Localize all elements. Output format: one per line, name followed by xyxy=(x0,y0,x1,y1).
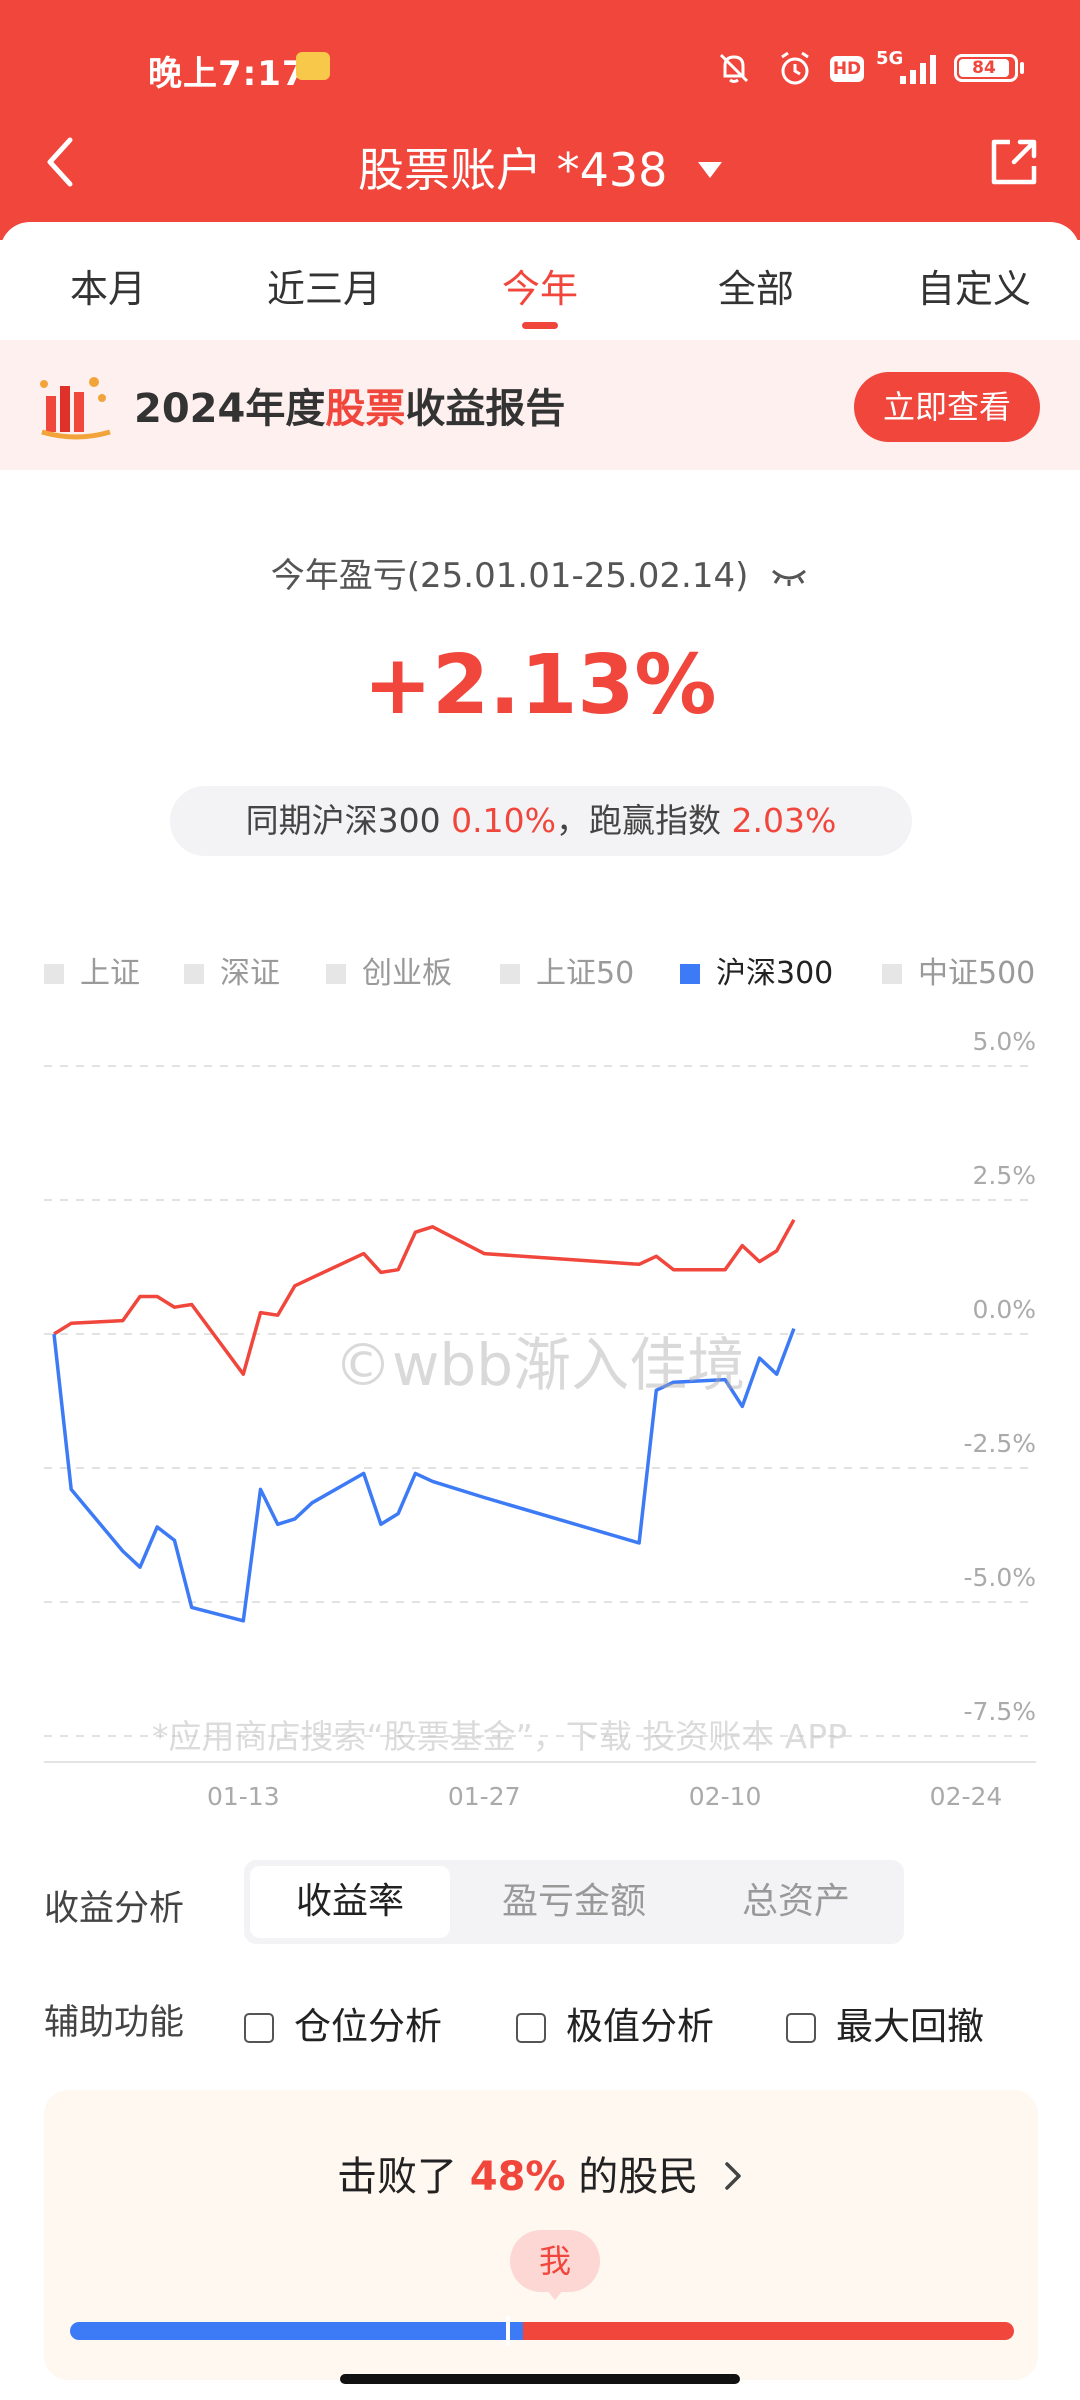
y-tick-label: -5.0% xyxy=(963,1563,1036,1592)
battery-icon: 84 xyxy=(954,54,1018,82)
index-return-value: 0.10% xyxy=(451,801,556,840)
alarm-icon xyxy=(781,51,809,85)
hd-icon: HD xyxy=(830,56,864,82)
position-analysis-checkbox[interactable]: 仓位分析 xyxy=(244,1996,442,2050)
excess-return-value: 2.03% xyxy=(731,801,837,840)
hide-eye-icon[interactable] xyxy=(769,563,809,589)
banner-title: 2024年度股票收益报告 xyxy=(134,376,565,434)
y-tick-label: 0.0% xyxy=(972,1295,1036,1324)
period-pnl-label: 今年盈亏(25.01.01-25.02.14) xyxy=(0,548,1080,597)
account-selector[interactable]: 股票账户 *438 xyxy=(0,134,1080,200)
period-tabs: 本月 近三月 今年 全部 自定义 xyxy=(0,222,1080,340)
assist-label: 辅助功能 xyxy=(44,2003,185,2043)
period-return-value: +2.13% xyxy=(363,638,717,733)
seg-return-rate[interactable]: 收益率 xyxy=(250,1866,450,1938)
x-tick-label: 02-24 xyxy=(930,1782,1003,1811)
extreme-analysis-checkbox[interactable]: 极值分析 xyxy=(516,1996,714,2050)
period-pnl-text: 今年盈亏(25.01.01-25.02.14) xyxy=(270,556,749,596)
banner-title-highlight: 股票 xyxy=(325,386,406,432)
max-drawdown-checkbox[interactable]: 最大回撤 xyxy=(786,1996,984,2050)
checkbox-icon xyxy=(786,2013,816,2043)
back-button[interactable] xyxy=(34,132,90,192)
share-icon xyxy=(991,139,1037,185)
chart-footnote: *应用商店搜索“股票基金”，下载 投资账本 APP xyxy=(152,1717,848,1756)
x-tick-label: 01-27 xyxy=(448,1782,521,1811)
index-comparison: 同期沪深300 0.10%，跑赢指数 2.03% xyxy=(170,786,912,856)
network-type-label: 5G xyxy=(876,48,904,69)
tab-all[interactable]: 全部 xyxy=(717,267,794,311)
annual-report-banner[interactable]: 2024年度股票收益报告 立即查看 xyxy=(0,340,1080,470)
checkbox-icon xyxy=(244,2013,274,2043)
me-marker-tail xyxy=(547,2290,563,2300)
fireworks-icon xyxy=(40,377,111,440)
checkbox-icon xyxy=(516,2013,546,2043)
app-header: 晚上7:17 HD 5G 84 股票账户 *438 xyxy=(0,0,1080,240)
tab-this-year[interactable]: 今年 xyxy=(501,267,578,311)
status-time: 晚上7:17 xyxy=(148,54,307,94)
tab-custom[interactable]: 自定义 xyxy=(916,267,1031,311)
active-tab-indicator xyxy=(522,322,558,329)
chevron-right-icon xyxy=(725,2162,741,2190)
x-tick-label: 01-13 xyxy=(207,1782,280,1811)
y-tick-label: 2.5% xyxy=(972,1161,1036,1190)
battery-cap xyxy=(1020,62,1024,74)
index-option-hs300[interactable]: 沪深300 xyxy=(680,948,833,992)
caret-down-icon xyxy=(698,162,723,178)
banner-title-prefix: 2024年度 xyxy=(134,386,326,432)
mute-bell-icon xyxy=(719,53,749,83)
index-option-zz500[interactable]: 中证500 xyxy=(882,948,1035,992)
notification-app-icon xyxy=(296,52,330,80)
analysis-segmented-control: 收益率 盈亏金额 总资产 xyxy=(244,1860,904,1944)
seg-pnl-amount[interactable]: 盈亏金额 xyxy=(501,1881,646,1922)
beat-investors-text: 击败了 48% 的股民 xyxy=(44,2144,1038,2202)
series-line-account xyxy=(53,1218,796,1376)
index-option-cyb[interactable]: 创业板 xyxy=(326,948,452,992)
index-option-sh[interactable]: 上证 xyxy=(44,948,140,992)
watermark: ©wbb渐入佳境 xyxy=(334,1331,746,1399)
beat-percent: 48% xyxy=(469,2154,566,2200)
analysis-label: 收益分析 xyxy=(44,1889,185,1929)
banner-title-suffix: 收益报告 xyxy=(405,386,566,432)
view-report-button[interactable]: 立即查看 xyxy=(854,372,1040,442)
chevron-left-icon xyxy=(47,137,73,187)
page-title: 股票账户 *438 xyxy=(357,143,668,197)
home-indicator xyxy=(340,2374,740,2384)
beat-bar-rest xyxy=(523,2322,1014,2340)
x-tick-label: 02-10 xyxy=(689,1782,762,1811)
y-tick-label: -7.5% xyxy=(963,1697,1036,1726)
index-option-sz[interactable]: 深证 xyxy=(184,948,280,992)
return-chart: 5.0% 2.5% 0.0% -2.5% -5.0% -7.5% 01-13 01-27 02… xyxy=(44,1027,1036,1811)
tab-this-month[interactable]: 本月 xyxy=(69,267,146,311)
beat-investors-card[interactable]: 击败了 48% 的股民 我 xyxy=(44,2090,1038,2380)
battery-level: 84 xyxy=(959,59,1009,77)
signal-icon xyxy=(900,55,936,84)
seg-total-assets[interactable]: 总资产 xyxy=(741,1881,850,1922)
y-tick-label: 5.0% xyxy=(972,1027,1036,1056)
index-option-sz50[interactable]: 上证50 xyxy=(500,948,634,992)
beat-position-marker xyxy=(506,2316,510,2346)
compare-prefix: 同期沪深300 xyxy=(245,801,452,840)
series-line-index xyxy=(52,1327,796,1623)
beat-bar-beaten xyxy=(70,2322,523,2340)
me-marker-bubble: 我 xyxy=(510,2230,600,2292)
tab-three-months[interactable]: 近三月 xyxy=(266,267,381,311)
share-button[interactable] xyxy=(988,136,1040,188)
compare-mid: ，跑赢指数 xyxy=(555,801,732,840)
y-tick-label: -2.5% xyxy=(963,1429,1036,1458)
